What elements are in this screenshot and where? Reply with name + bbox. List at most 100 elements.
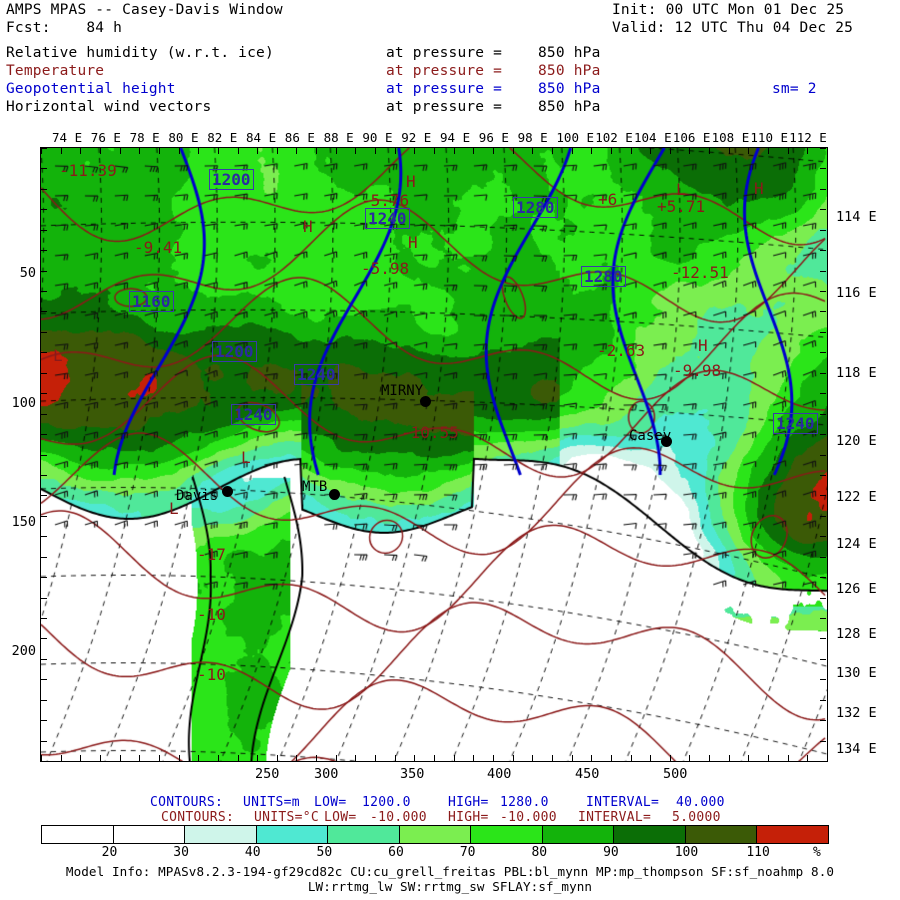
bottom-tick	[748, 755, 750, 761]
station-marker-dot[interactable]	[420, 396, 431, 407]
right-axis-tick: 124 E	[836, 536, 877, 552]
contour-info-block: CONTOURS: UNITS=m LOW= 1200.0 HIGH= 1280…	[0, 795, 900, 827]
geopotential-height-contour-label: 1200	[209, 169, 254, 190]
right-tick	[820, 393, 826, 395]
temperature-contour-label: -10	[197, 605, 226, 624]
top-tick	[532, 148, 534, 154]
pressure-low-marker: L	[676, 180, 686, 199]
bottom-tick	[492, 755, 494, 761]
header-block: AMPS MPAS -- Casey-Davis Window Fcst: 84…	[0, 0, 900, 128]
temperature-contour-label: -5.98	[361, 259, 410, 278]
top-tick	[414, 148, 416, 154]
bottom-axis-tick: 300	[314, 766, 339, 782]
field-level-temperature: at pressure =	[386, 63, 503, 79]
field-level-wind: at pressure =	[386, 99, 503, 115]
colorbar-tick: 40	[244, 845, 261, 860]
top-tick	[689, 148, 691, 154]
top-axis-tick: 100 E	[556, 130, 595, 145]
left-tick	[41, 454, 47, 456]
bottom-tick	[610, 755, 612, 761]
top-axis-tick: 92 E	[401, 130, 432, 145]
left-axis-tick: 50	[19, 265, 36, 281]
init-time: Init: 00 UTC Mon 01 Dec 25	[612, 2, 845, 18]
top-axis-tick: 88 E	[323, 130, 354, 145]
field-levelval-wind: 850 hPa	[538, 99, 601, 115]
bottom-tick	[512, 755, 514, 761]
colorbar-segment	[42, 826, 114, 843]
bottom-tick	[807, 755, 809, 761]
bottom-tick	[139, 755, 141, 761]
station-marker-dot[interactable]	[222, 486, 233, 497]
top-tick	[473, 148, 475, 154]
right-tick	[820, 311, 826, 313]
geopotential-height-contour-label: 1240	[773, 413, 818, 434]
station-label: MIRNY	[381, 383, 424, 399]
bottom-axis-tick: 250	[255, 766, 280, 782]
right-tick	[820, 331, 826, 333]
geopotential-height-contour-label: 1280	[581, 266, 626, 287]
top-tick	[610, 148, 612, 154]
colorbar-segment	[399, 826, 472, 843]
left-tick	[41, 761, 47, 762]
top-tick	[827, 148, 828, 154]
station-marker-dot[interactable]	[661, 436, 672, 447]
contour-height-interval: 40.000	[676, 795, 725, 810]
field-levelval-geopotential: 850 hPa	[538, 81, 601, 97]
top-axis-tick: 86 E	[284, 130, 315, 145]
station-label: MTB	[302, 479, 328, 495]
left-tick	[41, 515, 47, 517]
left-tick	[41, 291, 47, 293]
contour-height-high-label: HIGH=	[448, 795, 489, 810]
pressure-high-marker: H	[406, 172, 416, 191]
right-tick	[820, 617, 826, 619]
pressure-low-marker: L	[241, 448, 251, 467]
bottom-tick	[99, 755, 101, 761]
right-tick	[820, 291, 826, 293]
bottom-tick	[787, 755, 789, 761]
right-axis-tick: 134 E	[836, 741, 877, 757]
top-axis-tick: 106 E	[672, 130, 711, 145]
right-tick	[820, 761, 826, 762]
top-axis-tick: 104 E	[634, 130, 672, 145]
relative-humidity-colorbar[interactable]	[41, 825, 829, 844]
temperature-contour-label: -10	[197, 665, 226, 684]
contour-temp-high-label: HIGH=	[448, 810, 489, 825]
right-axis-tick: 132 E	[836, 705, 877, 721]
top-tick	[768, 148, 770, 154]
top-axis-tick: 98 E	[517, 130, 548, 145]
contour-height-prefix: CONTOURS:	[150, 795, 224, 810]
top-axis-tick: 76 E	[90, 130, 121, 145]
colorbar-tick: 50	[316, 845, 333, 860]
bottom-tick	[728, 755, 730, 761]
contour-temp-low-label: LOW=	[324, 810, 357, 825]
bottom-tick	[473, 755, 475, 761]
bottom-tick	[394, 755, 396, 761]
top-axis-tick: 94 E	[440, 130, 471, 145]
colorbar-segment	[113, 826, 186, 843]
right-tick	[820, 679, 826, 681]
smoothing-value: sm= 2	[772, 81, 817, 97]
field-name-geopotential: Geopotential height	[6, 81, 176, 97]
bottom-tick	[296, 755, 298, 761]
top-axis-tick: 82 E	[207, 130, 238, 145]
colorbar-tick: 20	[101, 845, 118, 860]
bottom-tick	[709, 755, 711, 761]
right-tick	[820, 638, 826, 640]
map-plot-area[interactable]: 1200 1160 1240 1280 1280 1200 1240 1240 1240 -11.…	[40, 147, 828, 762]
left-tick	[41, 617, 47, 619]
field-name-wind: Horizontal wind vectors	[6, 99, 212, 115]
contour-height-interval-label: INTERVAL=	[586, 795, 660, 810]
top-tick	[551, 148, 553, 154]
bottom-tick	[453, 755, 455, 761]
contour-height-low: 1200.0	[362, 795, 411, 810]
left-axis-tick: 200	[11, 643, 36, 659]
bottom-tick	[571, 755, 573, 761]
right-tick	[820, 270, 826, 272]
station-marker-dot[interactable]	[329, 489, 340, 500]
bottom-tick	[198, 755, 200, 761]
left-axis-tick: 100	[11, 395, 36, 411]
top-tick	[728, 148, 730, 154]
right-tick	[820, 720, 826, 722]
top-axis-labels: 74 E 76 E 78 E 80 E 82 E 84 E 86 E 88 E 90 E 92 E…	[0, 130, 900, 146]
right-axis-tick: 116 E	[836, 285, 877, 301]
